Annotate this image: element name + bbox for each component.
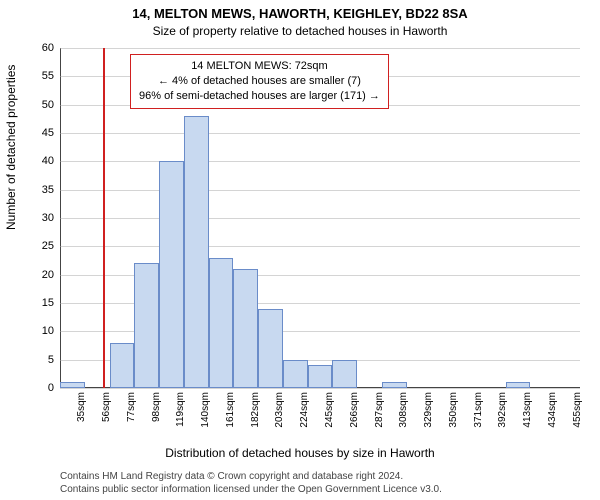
x-tick-label: 392sqm [497,392,508,428]
x-tick-label: 56sqm [101,392,112,422]
y-axis-label: Number of detached properties [4,65,18,230]
histogram-bar [308,365,333,388]
x-tick-label: 203sqm [274,392,285,428]
gridline [60,48,580,49]
y-tick-label: 5 [48,354,54,366]
x-tick-label: 35sqm [76,392,87,422]
y-tick-label: 45 [42,127,54,139]
gridline [60,161,580,162]
annotation-line-1: 14 MELTON MEWS: 72sqm [139,59,380,74]
x-tick-label: 140sqm [200,392,211,428]
footer-line-2: Contains public sector information licen… [60,483,580,496]
histogram-bar [184,116,209,388]
annotation-box: 14 MELTON MEWS: 72sqm← 4% of detached ho… [130,54,389,109]
annotation-line-3: 96% of semi-detached houses are larger (… [139,89,380,104]
y-tick-label: 30 [42,212,54,224]
y-tick-label: 35 [42,184,54,196]
x-tick-label: 287sqm [374,392,385,428]
x-tick-label: 308sqm [398,392,409,428]
x-tick-label: 455sqm [572,392,583,428]
histogram-bar [134,263,159,388]
histogram-bar [506,382,531,388]
y-tick-label: 0 [48,382,54,394]
histogram-bar [283,360,308,388]
histogram-bar [258,309,283,388]
y-tick-label: 20 [42,269,54,281]
x-tick-label: 224sqm [299,392,310,428]
x-tick-label: 329sqm [423,392,434,428]
histogram-bar [382,382,407,388]
x-tick-label: 371sqm [473,392,484,428]
y-tick-label: 25 [42,240,54,252]
x-tick-label: 161sqm [225,392,236,428]
gridline [60,190,580,191]
plot-area: 05101520253035404550556035sqm56sqm77sqm9… [60,48,580,388]
footer-attribution: Contains HM Land Registry data © Crown c… [60,470,580,496]
histogram-bar [209,258,234,388]
chart-subtitle: Size of property relative to detached ho… [0,24,600,38]
x-axis-label: Distribution of detached houses by size … [0,446,600,460]
x-tick-label: 77sqm [126,392,137,422]
gridline [60,246,580,247]
histogram-bar [110,343,135,388]
y-tick-label: 60 [42,42,54,54]
x-tick-label: 245sqm [324,392,335,428]
x-tick-label: 119sqm [175,392,186,427]
histogram-bar [60,382,85,388]
y-tick-label: 50 [42,99,54,111]
y-tick-label: 15 [42,297,54,309]
y-tick-label: 40 [42,155,54,167]
histogram-bar [332,360,357,388]
chart-title: 14, MELTON MEWS, HAWORTH, KEIGHLEY, BD22… [0,6,600,21]
histogram-bar [233,269,258,388]
x-tick-label: 98sqm [151,392,162,422]
x-tick-label: 413sqm [522,392,533,428]
x-tick-label: 182sqm [250,392,261,428]
gridline [60,388,580,389]
histogram-bar [159,161,184,388]
x-tick-label: 434sqm [547,392,558,428]
annotation-line-2: ← 4% of detached houses are smaller (7) [139,74,380,89]
y-tick-label: 10 [42,325,54,337]
x-tick-label: 266sqm [349,392,360,428]
chart-container: 14, MELTON MEWS, HAWORTH, KEIGHLEY, BD22… [0,0,600,500]
footer-line-1: Contains HM Land Registry data © Crown c… [60,470,580,483]
x-tick-label: 350sqm [448,392,459,428]
reference-line [103,48,105,388]
gridline [60,218,580,219]
y-tick-label: 55 [42,70,54,82]
gridline [60,133,580,134]
